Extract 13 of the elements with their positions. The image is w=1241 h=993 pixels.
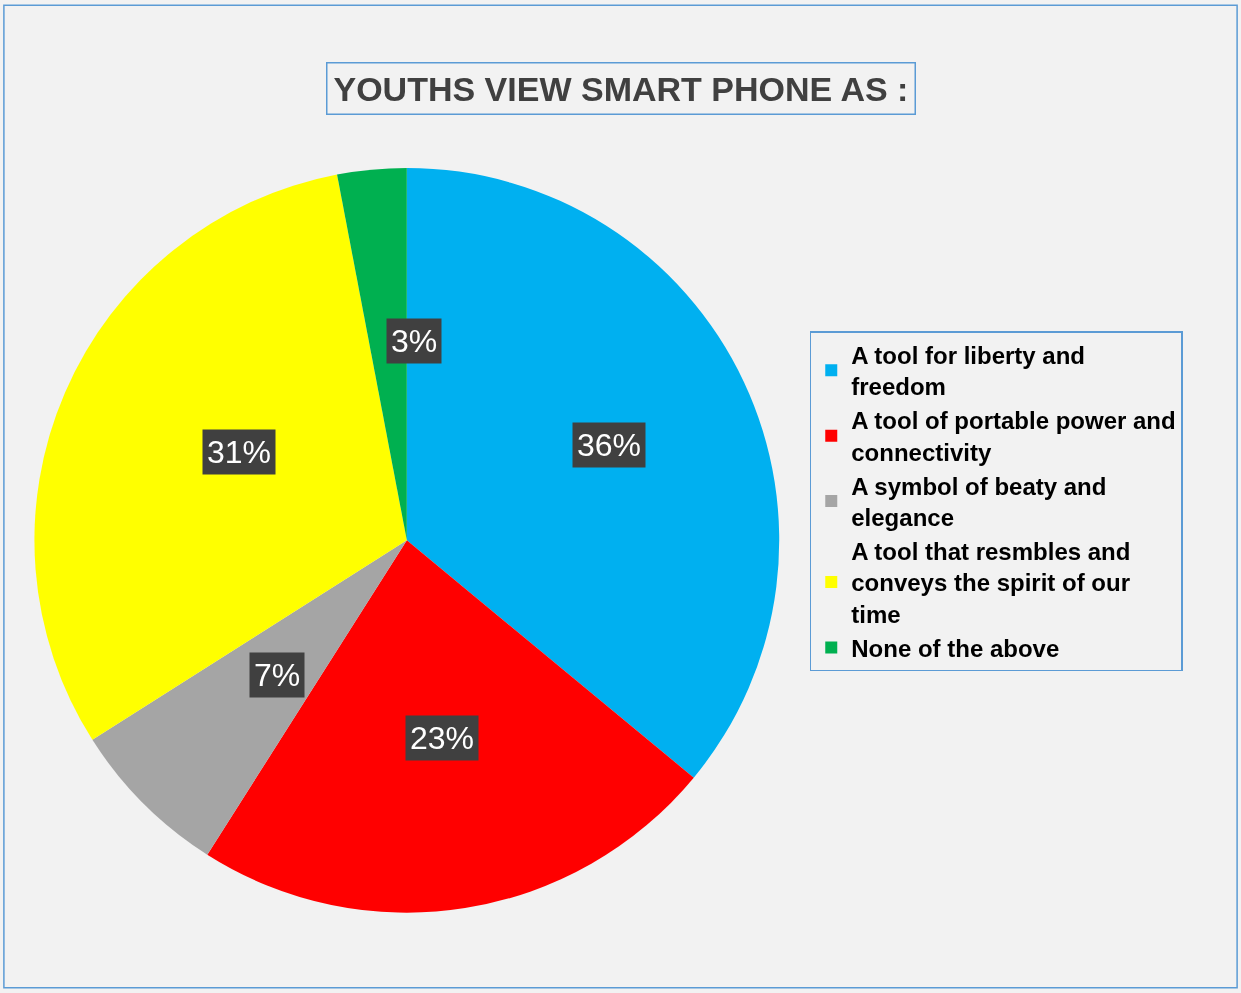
data-label: 7% <box>254 657 301 693</box>
legend-label: None of the above <box>851 634 1060 662</box>
legend-label: A tool of portable power and connectivity <box>851 407 1176 466</box>
pie-slice <box>92 540 407 855</box>
data-label: 23% <box>410 720 475 756</box>
legend-label: A symbol of beaty and elegance <box>851 472 1107 532</box>
data-label: 3% <box>391 323 438 359</box>
legend-label: A tool for liberty and freedom <box>851 342 1086 401</box>
pie-slice <box>207 540 694 913</box>
data-label: 36% <box>577 427 642 463</box>
legend-label: A tool that resmbles and conveys the spirit of our time <box>851 538 1131 628</box>
data-label: 31% <box>207 434 272 470</box>
chart-title: YOUTHS VIEW SMART PHONE AS : <box>333 69 909 108</box>
